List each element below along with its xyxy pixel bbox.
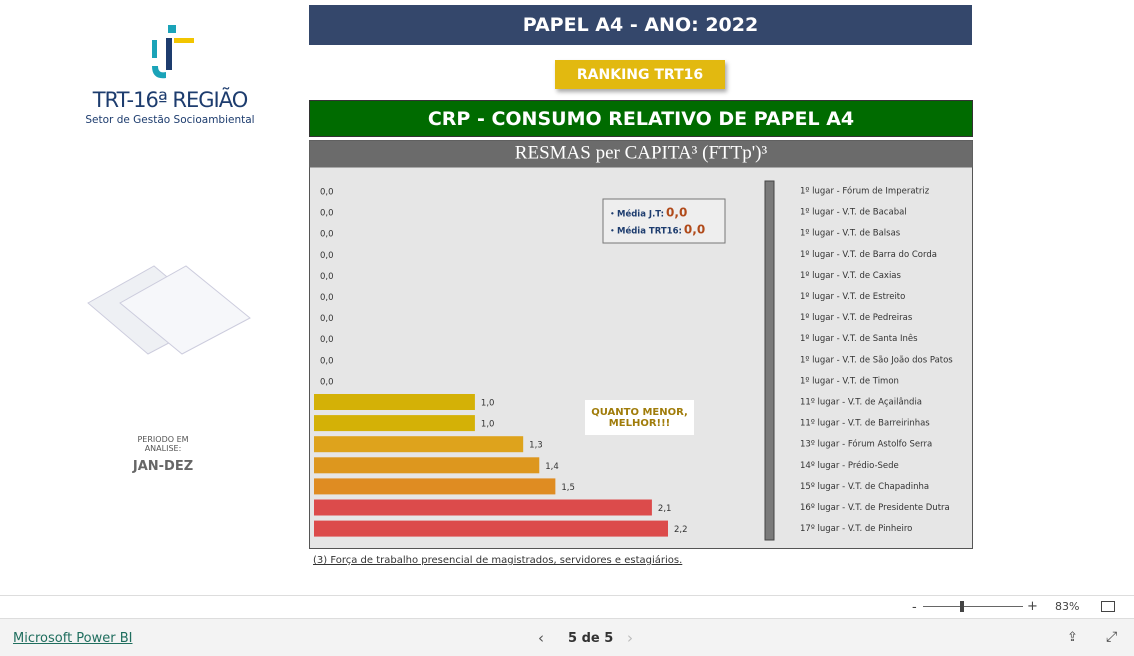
period-value: JAN-DEZ <box>132 459 194 474</box>
divider <box>764 180 775 541</box>
prev-page[interactable]: ‹ <box>538 629 544 647</box>
page-title: PAPEL A4 - ANO: 2022 <box>309 5 972 45</box>
bar <box>314 457 540 474</box>
next-page[interactable]: › <box>627 629 633 647</box>
ranking-badge: RANKING TRT16 <box>555 60 725 89</box>
value-label: 0,0 <box>320 293 334 303</box>
value-label: 0,0 <box>320 377 334 387</box>
section-title: CRP - CONSUMO RELATIVO DE PAPEL A4 <box>309 100 973 137</box>
chart-title: RESMAS per CAPITA³ (FTTp')³ <box>515 142 768 163</box>
annotation: QUANTO MENOR, MELHOR!!! <box>591 406 688 429</box>
category-label: 1º lugar - V.T. de Bacabal <box>800 208 907 218</box>
bar <box>314 520 668 537</box>
legend-bullet: • <box>610 227 615 236</box>
legend-bullet: • <box>610 210 615 219</box>
category-label: 11º lugar - V.T. de Açailândia <box>800 398 922 408</box>
category-label: 13º lugar - Fórum Astolfo Serra <box>800 439 932 450</box>
category-label: 1º lugar - V.T. de São João dos Patos <box>800 355 953 365</box>
category-label: 1º lugar - V.T. de Balsas <box>800 229 901 239</box>
category-label: 15º lugar - V.T. de Chapadinha <box>800 482 929 492</box>
value-label: 0,0 <box>320 272 334 282</box>
page-indicator: 5 de 5 <box>568 631 614 646</box>
category-label: 1º lugar - Fórum de Imperatriz <box>800 186 930 197</box>
period-label: PERIODO EM ANALISE: <box>137 435 189 453</box>
logo-mark <box>152 25 194 79</box>
value-label: 2,2 <box>674 525 688 535</box>
category-label: 1º lugar - V.T. de Pedreiras <box>800 313 913 323</box>
category-label: 1º lugar - V.T. de Santa Inês <box>800 333 918 344</box>
zoom-out[interactable]: - <box>912 600 917 615</box>
bar <box>314 394 475 410</box>
value-label: 2,1 <box>658 504 672 514</box>
paper-image <box>87 265 251 355</box>
zoom-in[interactable]: + <box>1027 599 1038 614</box>
category-label: 16º lugar - V.T. de Presidente Dutra <box>800 503 950 513</box>
bar <box>314 415 475 432</box>
value-label: 0,0 <box>320 251 334 261</box>
zoom-slider[interactable] <box>923 606 1023 607</box>
value-label: 0,0 <box>320 314 334 324</box>
value-label: 0,0 <box>320 188 334 198</box>
bar <box>314 436 524 453</box>
annotation-wrap: QUANTO MENOR, MELHOR!!! <box>591 406 688 429</box>
value-label: 1,3 <box>529 441 543 451</box>
zoom-level: 83% <box>1055 600 1080 613</box>
legend-name: Média J.T: <box>617 209 664 220</box>
value-label: 1,5 <box>561 483 575 493</box>
value-label: 1,0 <box>481 420 495 430</box>
value-label: 0,0 <box>320 230 334 240</box>
brand-link[interactable]: Microsoft Power BI <box>13 631 133 646</box>
logo-sector: Setor de Gestão Socioambiental <box>85 114 255 126</box>
category-label: 14º lugar - Prédio-Sede <box>800 460 899 471</box>
legend-value: 0,0 <box>666 206 687 220</box>
fit-page[interactable] <box>1101 601 1115 612</box>
category-label: 1º lugar - V.T. de Timon <box>800 376 899 386</box>
bar <box>314 478 556 495</box>
share[interactable]: ⇪ <box>1067 630 1078 645</box>
chart-header <box>309 140 973 168</box>
separator <box>0 595 1134 596</box>
zoom-thumb[interactable] <box>960 601 964 612</box>
value-label: 0,0 <box>320 356 334 366</box>
category-label: 1º lugar - V.T. de Barra do Corda <box>800 250 937 260</box>
legend <box>602 198 726 244</box>
category-label: 1º lugar - V.T. de Caxias <box>800 271 902 281</box>
category-label: 17º lugar - V.T. de Pinheiro <box>800 524 912 534</box>
value-label: 1,4 <box>545 462 559 472</box>
footnote: (3) Força de trabalho presencial de magi… <box>313 555 683 566</box>
bar <box>314 499 652 516</box>
legend-name: Média TRT16: <box>617 226 682 237</box>
value-label: 1,0 <box>481 399 495 409</box>
footer-bar <box>0 618 1134 656</box>
category-label: 1º lugar - V.T. de Estreito <box>800 292 905 302</box>
fullscreen[interactable]: ⤢ <box>1106 629 1118 645</box>
category-label: 11º lugar - V.T. de Barreirinhas <box>800 419 930 429</box>
chart: RESMAS per CAPITA³ (FTTp')³ QUANTO MENOR… <box>309 140 973 549</box>
legend-value: 0,0 <box>684 223 705 237</box>
value-label: 0,0 <box>320 209 334 219</box>
logo-name: TRT-16ª REGIÃO <box>92 88 249 112</box>
value-label: 0,0 <box>320 335 334 345</box>
annotation-box <box>585 400 694 435</box>
